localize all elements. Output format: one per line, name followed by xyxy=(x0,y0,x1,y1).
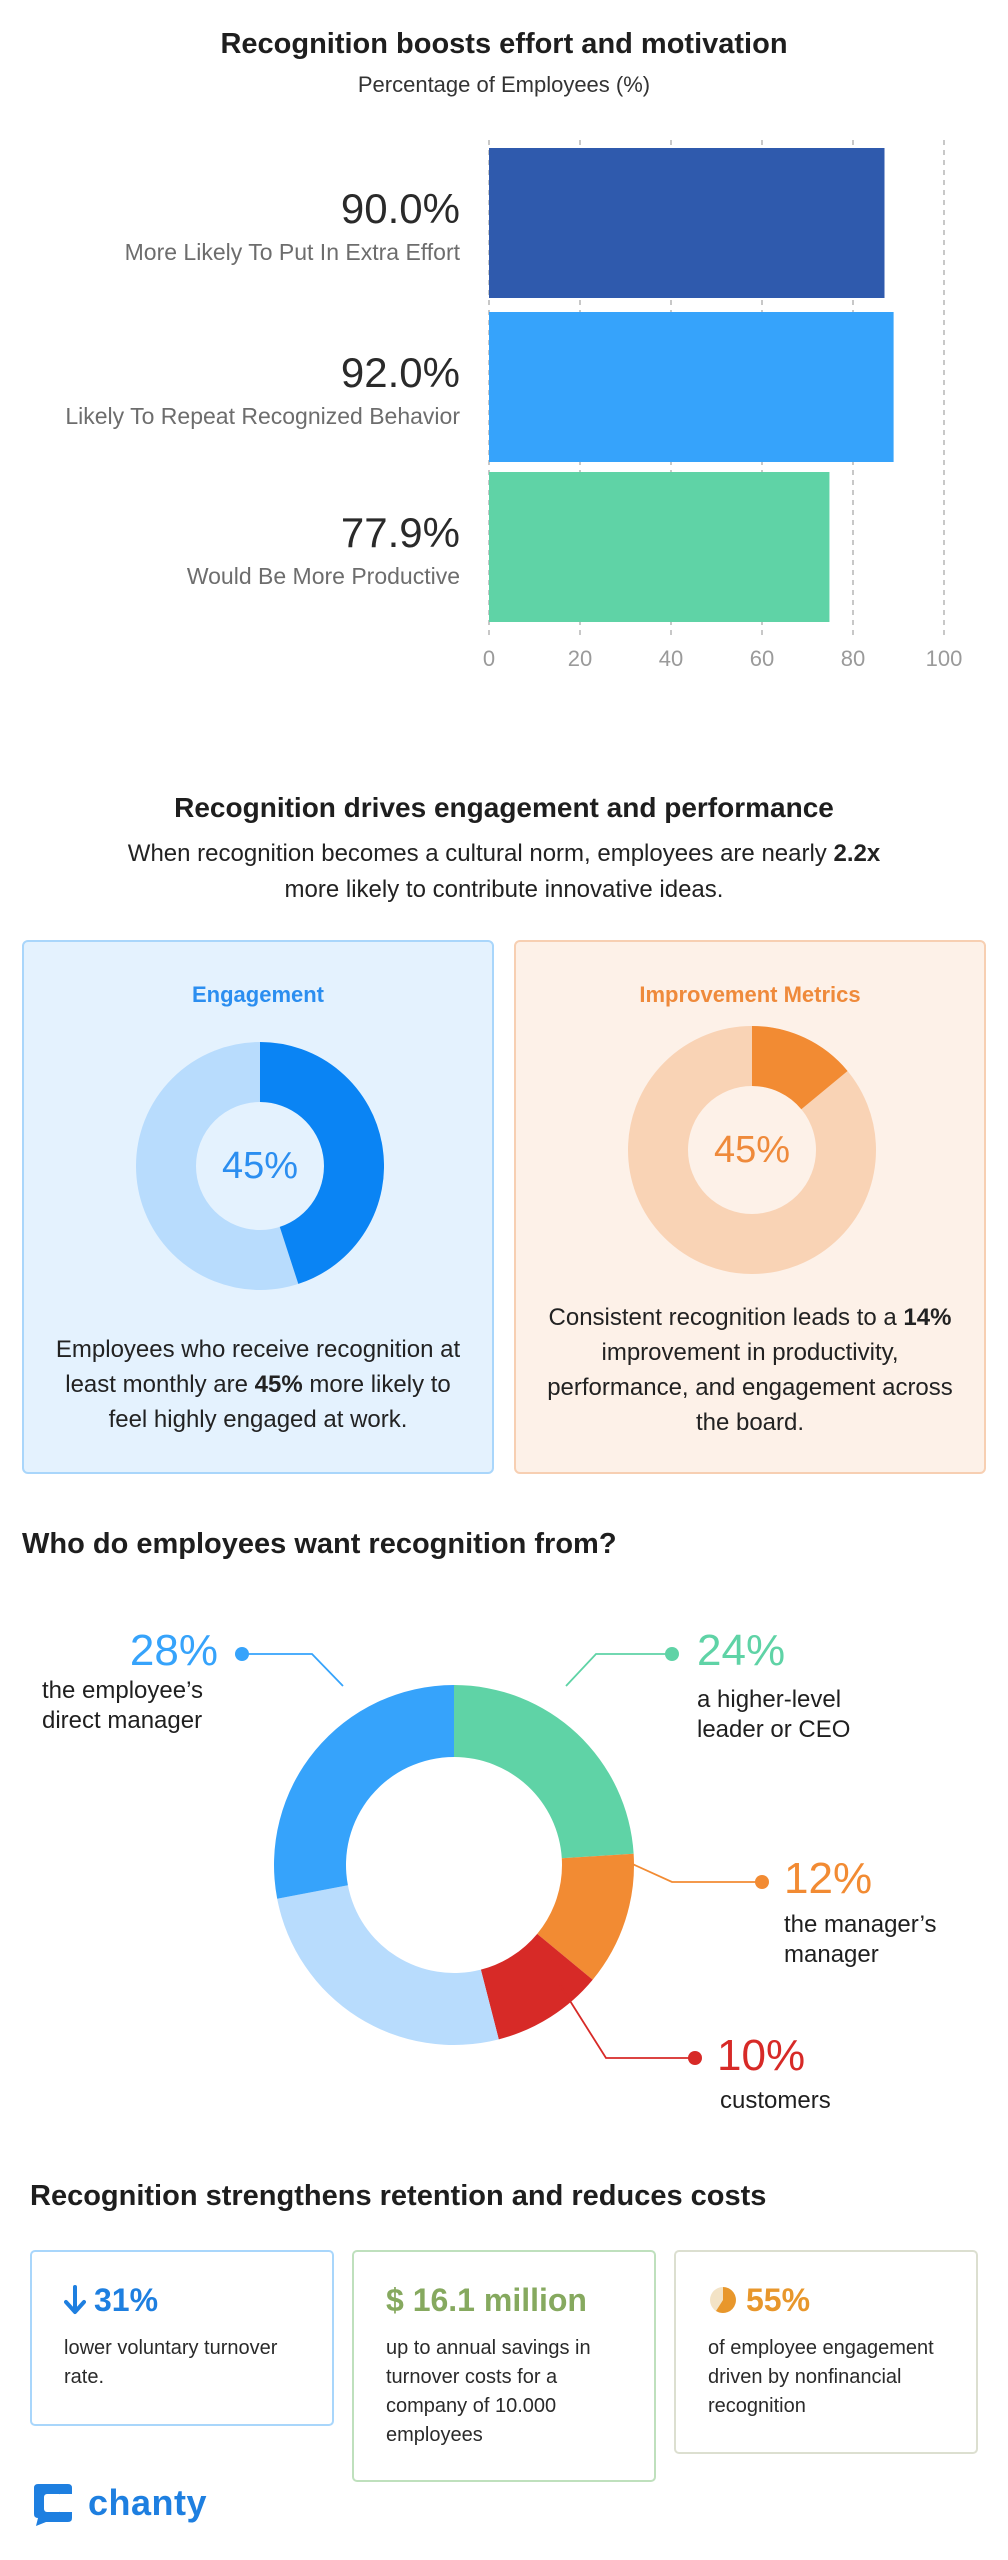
engagement-card-title: Engagement xyxy=(191,982,325,1007)
stat-text: of employee engagement driven by nonfina… xyxy=(708,2337,934,2417)
engagement-section-title: Recognition drives engagement and perfor… xyxy=(174,792,834,823)
stat-value-row: $ 16.1 million xyxy=(386,2280,628,2320)
improvement-donut-label: 45% xyxy=(714,1129,790,1171)
improvement-text-bold: 14% xyxy=(903,1304,952,1331)
slice-description: direct manager xyxy=(42,1707,202,1734)
leader-line xyxy=(565,1653,672,1687)
stat-value: $ 16.1 million xyxy=(386,2281,587,2318)
engagement-section-description: When recognition becomes a cultural norm… xyxy=(120,836,888,908)
engagement-text-start: Employees who receive recognition at lea… xyxy=(55,1336,461,1398)
donut-slice xyxy=(537,1853,634,1980)
bar-category-label: Likely To Repeat Recognized Behavior xyxy=(65,403,460,429)
desc-text-bold: 2.2x xyxy=(833,840,881,867)
slice-description: the manager’s xyxy=(784,1911,937,1938)
bar-chart-subtitle: Percentage of Employees (%) xyxy=(357,72,651,97)
leader-dot xyxy=(235,1647,249,1661)
leader-dot xyxy=(755,1875,769,1889)
bar-chart: 0 20 40 60 80 100 90.0% More Likely To Put In E… xyxy=(65,140,963,671)
slice-value-label: 10% xyxy=(717,2031,805,2080)
stat-value-row: 31% xyxy=(64,2280,306,2320)
slice-value-label: 12% xyxy=(784,1854,872,1903)
bar-chart-title: Recognition boosts effort and motivation xyxy=(220,28,788,60)
slice-description: a higher-level xyxy=(697,1686,841,1713)
slice-description: leader or CEO xyxy=(697,1716,850,1743)
desc-text-end: more likely to contribute innovative ide… xyxy=(284,876,724,903)
improvement-donut: 45% xyxy=(628,1026,876,1274)
donut-slice xyxy=(480,1933,593,2040)
stat-text: up to annual savings in turnover costs f… xyxy=(386,2337,591,2446)
donut-slice xyxy=(454,1685,634,1859)
x-tick-label: 40 xyxy=(659,646,683,671)
x-tick-label: 20 xyxy=(568,646,592,671)
leader-line xyxy=(627,1861,762,1883)
x-tick-label: 100 xyxy=(926,646,963,671)
donut-slice xyxy=(273,1685,454,1899)
bar-value-label: 90.0% xyxy=(341,185,460,232)
bar-category-label: More Likely To Put In Extra Effort xyxy=(125,239,461,265)
bar xyxy=(489,148,885,298)
leader-line xyxy=(242,1653,344,1687)
engagement-donut-label: 45% xyxy=(222,1145,298,1187)
stat-value: 31% xyxy=(94,2281,159,2318)
improvement-card: Improvement Metrics 45% Consistent recog… xyxy=(514,940,986,1474)
stat-card-turnover: 31% lower voluntary turnover rate. xyxy=(30,2250,334,2426)
slice-description: customers xyxy=(720,2087,831,2114)
bar xyxy=(489,312,894,462)
bar-value-label: 77.9% xyxy=(341,509,460,556)
donut-slice xyxy=(277,1885,499,2045)
bar-category-label: Would Be More Productive xyxy=(187,563,460,589)
engagement-card-text: Employees who receive recognition at lea… xyxy=(54,1332,462,1437)
engagement-text-bold: 45% xyxy=(254,1371,303,1398)
improvement-card-title: Improvement Metrics xyxy=(639,982,861,1007)
engagement-donut: 45% xyxy=(136,1042,384,1290)
engagement-text-end: more likely to feel highly engaged at wo… xyxy=(108,1371,451,1433)
bar-value-label: 92.0% xyxy=(341,349,460,396)
improvement-card-text: Consistent recognition leads to a 14% im… xyxy=(546,1300,954,1440)
slice-value-label: 28% xyxy=(130,1626,218,1675)
stat-card-engagement: 55% of employee engagement driven by non… xyxy=(674,2250,978,2454)
chanty-logo: chanty xyxy=(30,2480,207,2526)
engagement-card: Engagement 45% Employees who receive rec… xyxy=(22,940,494,1474)
slice-description: manager xyxy=(784,1941,879,1968)
x-tick-label: 0 xyxy=(483,646,495,671)
leader-dot xyxy=(665,1647,679,1661)
pie-icon xyxy=(710,2287,736,2313)
leader-dot xyxy=(688,2051,702,2065)
improvement-text-end: improvement in productivity, performance… xyxy=(547,1339,953,1436)
engagement-donut-fill xyxy=(258,1042,384,1284)
pie-chart-title: Who do employees want recognition from? xyxy=(22,1528,617,1560)
desc-text-start: When recognition becomes a cultural norm… xyxy=(127,840,834,867)
stat-value-row: 55% xyxy=(708,2280,950,2320)
retention-section-title: Recognition strengthens retention and re… xyxy=(30,2180,767,2212)
slice-description: the employee’s xyxy=(42,1677,203,1704)
recognition-source-donut-chart: 28%the employee’s direct manager 24% a high… xyxy=(42,1626,937,2114)
stat-card-savings: $ 16.1 million up to annual savings in t… xyxy=(352,2250,656,2482)
stat-text: lower voluntary turnover rate. xyxy=(64,2337,278,2388)
leader-line xyxy=(559,1984,695,2059)
down-arrow-icon xyxy=(64,2285,86,2314)
slice-value-label: 24% xyxy=(697,1626,785,1675)
x-tick-label: 60 xyxy=(750,646,774,671)
bar xyxy=(489,472,830,622)
improvement-text-start: Consistent recognition leads to a xyxy=(548,1304,904,1331)
chanty-logo-icon xyxy=(34,2484,72,2526)
improvement-donut-fill xyxy=(750,1026,848,1111)
x-tick-label: 80 xyxy=(841,646,865,671)
chanty-logo-text: chanty xyxy=(88,2482,208,2523)
stat-value: 55% xyxy=(746,2281,811,2318)
